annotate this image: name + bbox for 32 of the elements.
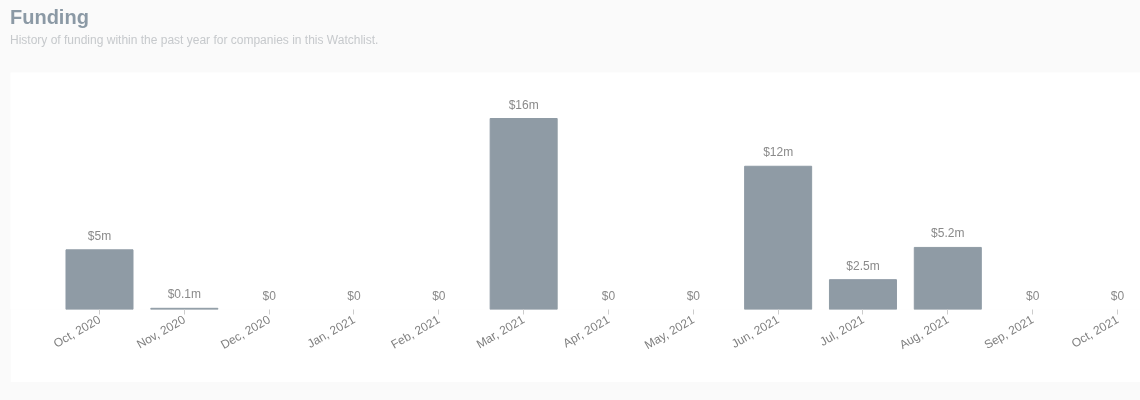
x-tick-label: Aug, 2021 [896,312,952,352]
x-tick-label: Jul, 2021 [817,312,867,349]
x-tick-label: Jun, 2021 [728,312,782,351]
data-label: $5.2m [931,226,965,241]
data-label: $0 [262,288,277,303]
x-tick-label: Dec, 2020 [218,312,273,352]
data-label: $0 [686,288,701,303]
x-tick-label: Oct, 2020 [50,312,104,351]
data-label: $0 [1025,288,1040,303]
data-label: $16m [508,97,539,112]
x-tick-label: Nov, 2020 [134,312,189,352]
data-label: $2.5m [846,258,880,273]
data-label: $0 [1110,288,1125,303]
data-label: $5m [87,228,112,243]
x-tick-label: Oct, 2021 [1068,312,1122,351]
x-tick-label: Feb, 2021 [388,312,443,352]
data-label: $0.1m [167,287,202,302]
x-tick-label: Apr, 2021 [560,312,613,351]
data-label: $0 [601,288,616,303]
x-tick-label: May, 2021 [642,312,698,353]
bar [828,279,897,310]
bar [65,249,134,310]
data-label: $0 [347,288,361,303]
chart-title: Funding [10,5,90,29]
x-tick-label: Sep, 2021 [981,312,1037,352]
data-label: $0 [432,288,446,303]
bar [489,118,558,310]
x-tick-label: Mar, 2021 [473,312,528,352]
bar [913,246,982,310]
bar [744,165,813,310]
data-label: $12m [763,145,794,160]
x-tick-label: Jan, 2021 [304,312,358,351]
